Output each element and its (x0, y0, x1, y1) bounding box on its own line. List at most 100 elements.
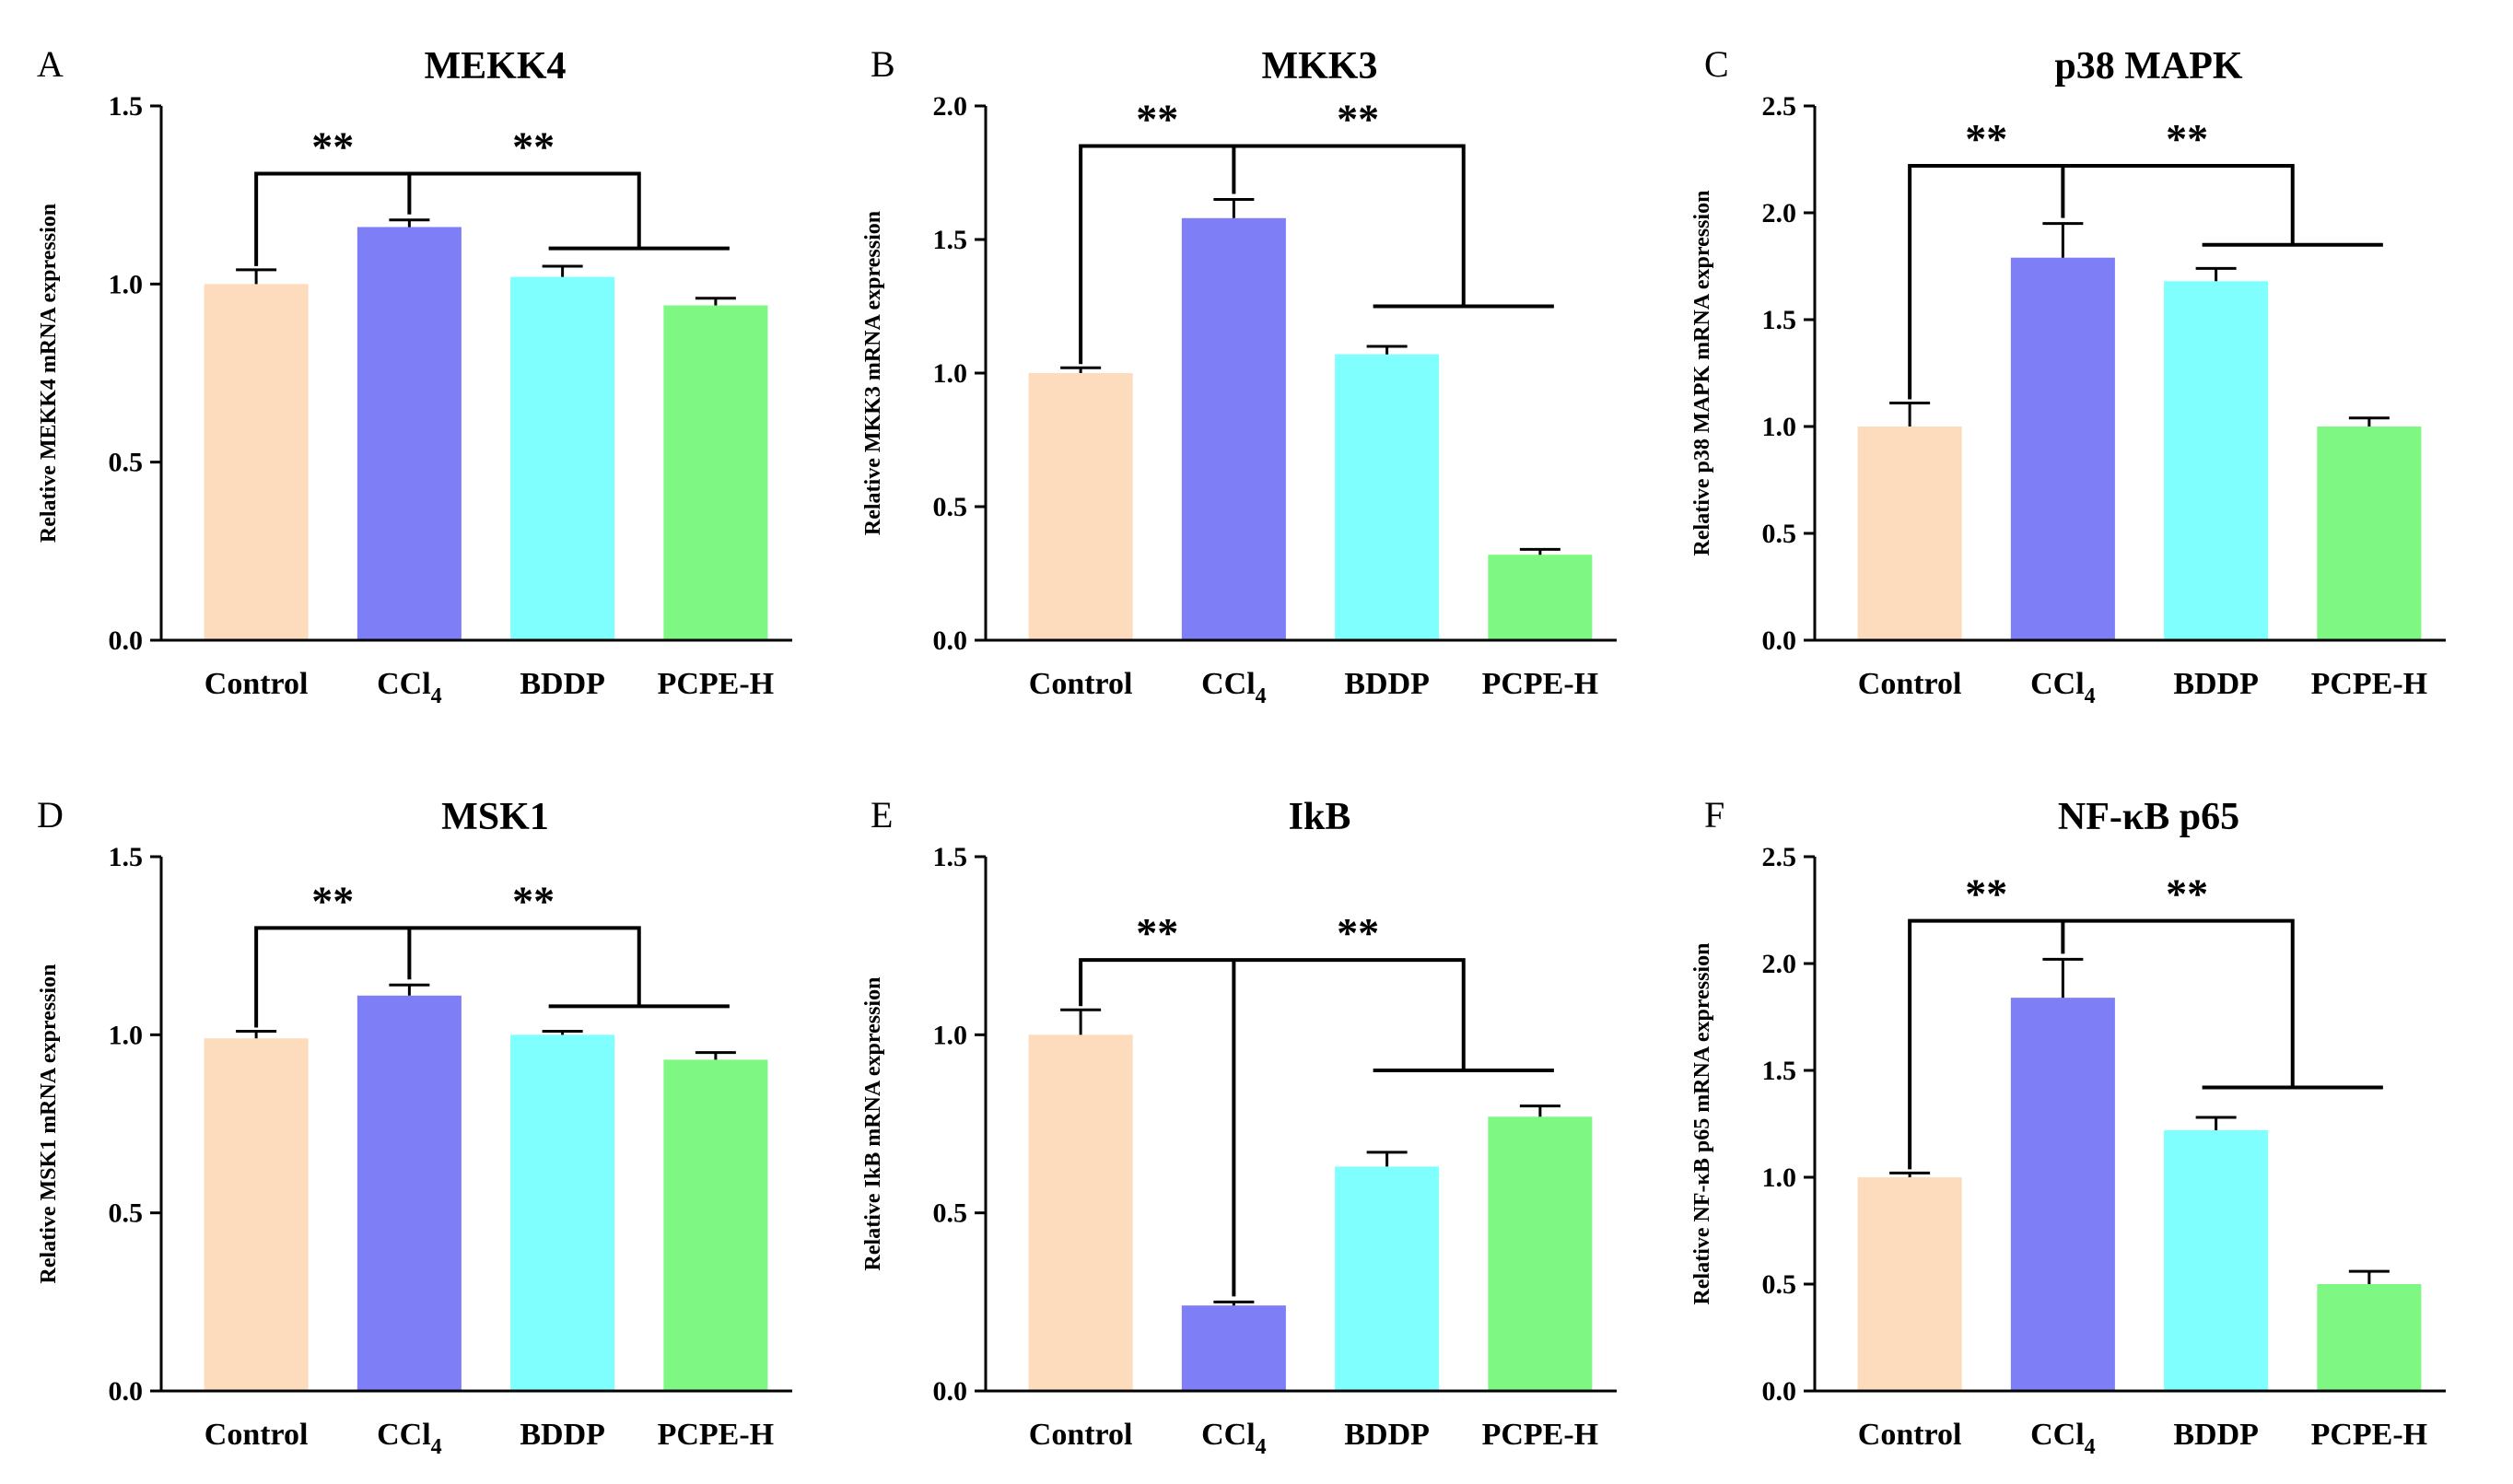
y-tick-label: 0.5 (1762, 1269, 1797, 1300)
significance-mark-right: ** (1337, 96, 1379, 143)
error-bar-bddp (2195, 266, 2237, 282)
error-bar-pcpe-h (1519, 547, 1560, 555)
y-tick-label: 1.0 (109, 269, 144, 299)
y-tick-label: 1.5 (109, 91, 144, 122)
bar-control (1857, 1177, 1962, 1391)
chart-title: MEKK4 (425, 45, 567, 88)
y-tick-label: 2.0 (933, 91, 968, 122)
x-tick-label-control: Control (205, 667, 309, 701)
error-bar-bddp (542, 1029, 583, 1035)
chart-panel-f: F NF-κB p65 Relative NF-κB p65 mRNA expres… (1690, 794, 2446, 1459)
x-tick-label-ccl4: CCl4 (1201, 667, 1267, 708)
y-tick-label: 0.5 (109, 1198, 144, 1229)
error-bar-bddp (1366, 345, 1408, 355)
y-tick-label: 1.5 (933, 225, 968, 255)
x-tick-label-control: Control (1858, 1418, 1962, 1452)
bar-pcpe-h (2317, 1284, 2422, 1391)
error-bar-control (1060, 1008, 1102, 1035)
significance-bracket-main (254, 171, 641, 266)
chart-title: IkB (1289, 796, 1351, 838)
y-tick-label: 0.5 (1762, 519, 1797, 549)
y-tick-label: 2.5 (1762, 842, 1797, 872)
error-bar-pcpe-h (2348, 416, 2390, 427)
bar-bddp (2164, 1129, 2269, 1391)
error-bar-ccl4 (1213, 198, 1255, 218)
significance-mark-left: ** (311, 123, 354, 169)
y-tick-label: 1.5 (109, 842, 144, 872)
bar-pcpe-h (2317, 427, 2422, 640)
y-axis-label: Relative MSK1 mRNA expression (37, 964, 61, 1284)
y-tick-label: 1.5 (1762, 1056, 1797, 1086)
error-bar-control (1889, 401, 1931, 427)
y-tick-label: 0.5 (109, 448, 144, 478)
panel-letter: F (1704, 794, 1724, 835)
bar-bddp (2164, 281, 2269, 640)
bar-bddp (1335, 1166, 1440, 1391)
significance-mark-right: ** (512, 877, 555, 924)
y-tick-label: 1.0 (933, 1020, 968, 1050)
bar-ccl4 (356, 227, 462, 640)
panel-letter: B (871, 43, 895, 85)
y-tick-label: 1.0 (1762, 1163, 1797, 1193)
x-tick-label-pcpe-h: PCPE-H (1482, 1418, 1599, 1452)
y-tick-label: 1.0 (109, 1020, 144, 1050)
panel-letter: C (1704, 43, 1729, 85)
bar-ccl4 (1181, 217, 1286, 641)
error-bar-ccl4 (389, 218, 430, 228)
y-tick-label: 1.0 (933, 358, 968, 389)
y-axis-label: Relative MKK3 mRNA expression (861, 211, 885, 535)
significance-bracket-main (1908, 918, 2295, 1170)
y-tick-label: 2.5 (1762, 91, 1797, 122)
y-axis-label: Relative NF-κB p65 mRNA expression (1690, 943, 1714, 1305)
y-tick-label: 1.5 (1762, 305, 1797, 335)
x-tick-label-ccl4: CCl4 (377, 667, 442, 708)
x-tick-label-bddp: BDDP (520, 667, 605, 701)
x-tick-label-bddp: BDDP (2173, 1418, 2259, 1452)
chart-title: NF-κB p65 (2058, 796, 2239, 838)
significance-bracket-main (1079, 144, 1466, 365)
bar-control (1028, 1034, 1133, 1391)
bar-ccl4 (2010, 998, 2115, 1391)
y-tick-label: 0.0 (1762, 625, 1797, 656)
x-tick-label-control: Control (205, 1418, 309, 1452)
x-tick-label-bddp: BDDP (1344, 667, 1430, 701)
x-tick-label-bddp: BDDP (520, 1418, 605, 1452)
error-bar-pcpe-h (695, 1051, 736, 1060)
error-bar-bddp (1366, 1151, 1408, 1167)
y-tick-label: 1.0 (1762, 412, 1797, 442)
chart-title: MSK1 (441, 796, 549, 838)
significance-bracket-main (254, 926, 641, 1028)
chart-panel-b: B MKK3 Relative MKK3 mRNA expression 0.0 0.5… (861, 43, 1617, 708)
error-bar-control (236, 268, 277, 285)
x-tick-label-pcpe-h: PCPE-H (2311, 1418, 2428, 1452)
x-tick-label-ccl4: CCl4 (2030, 667, 2096, 708)
y-tick-label: 0.0 (109, 625, 144, 656)
x-tick-label-pcpe-h: PCPE-H (1482, 667, 1599, 701)
bar-ccl4 (356, 995, 462, 1391)
error-bar-control (1060, 366, 1102, 373)
significance-mark-left: ** (311, 877, 354, 924)
chart-title: MKK3 (1262, 45, 1378, 88)
x-tick-label-control: Control (1029, 667, 1133, 701)
error-bar-ccl4 (389, 983, 430, 996)
error-bar-ccl4 (2042, 222, 2084, 258)
bar-control (204, 1038, 309, 1391)
x-tick-label-control: Control (1858, 667, 1962, 701)
bar-control (1857, 427, 1962, 640)
y-tick-label: 1.5 (933, 842, 968, 872)
bar-ccl4 (1181, 1305, 1286, 1391)
bar-bddp (1335, 354, 1440, 640)
panel-letter: D (37, 794, 64, 835)
error-bar-pcpe-h (1519, 1104, 1560, 1117)
x-tick-label-ccl4: CCl4 (2030, 1418, 2096, 1459)
y-tick-label: 0.0 (1762, 1376, 1797, 1407)
x-tick-label-bddp: BDDP (2173, 667, 2259, 701)
error-bar-pcpe-h (695, 297, 736, 306)
chart-title: p38 MAPK (2054, 45, 2242, 88)
bar-pcpe-h (663, 1059, 768, 1391)
significance-bracket-main (1079, 958, 1466, 1070)
error-bar-pcpe-h (2348, 1269, 2390, 1284)
y-axis-label: Relative p38 MAPK mRNA expression (1690, 191, 1714, 556)
error-bar-bddp (2195, 1116, 2237, 1130)
